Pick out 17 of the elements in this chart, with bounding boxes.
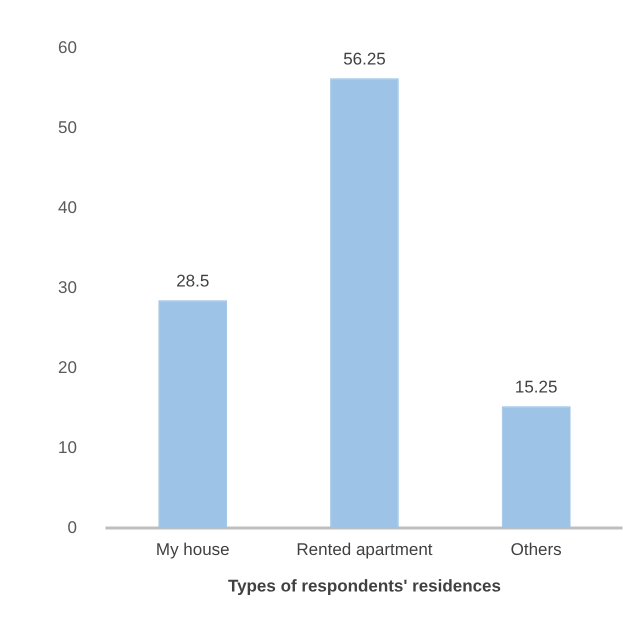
- bar: [158, 300, 228, 528]
- bar: [502, 406, 570, 528]
- x-tick-label: My house: [156, 540, 230, 560]
- x-tick-label: Others: [510, 540, 562, 560]
- bar: [330, 78, 399, 528]
- y-tick-label: 10: [58, 438, 77, 457]
- y-tick-label: 20: [58, 358, 77, 377]
- data-label: 56.25: [343, 49, 386, 68]
- y-tick-label: 60: [58, 38, 77, 57]
- y-tick-label: 0: [67, 518, 77, 537]
- y-tick-label: 50: [58, 118, 77, 137]
- x-tick-label: Rented apartment: [296, 540, 433, 560]
- y-tick-label: 30: [58, 278, 77, 297]
- data-label: 28.5: [176, 271, 210, 290]
- x-axis-title: Types of respondents' residences: [228, 576, 501, 596]
- data-label: 15.25: [514, 377, 558, 396]
- y-tick-label: 40: [58, 198, 77, 217]
